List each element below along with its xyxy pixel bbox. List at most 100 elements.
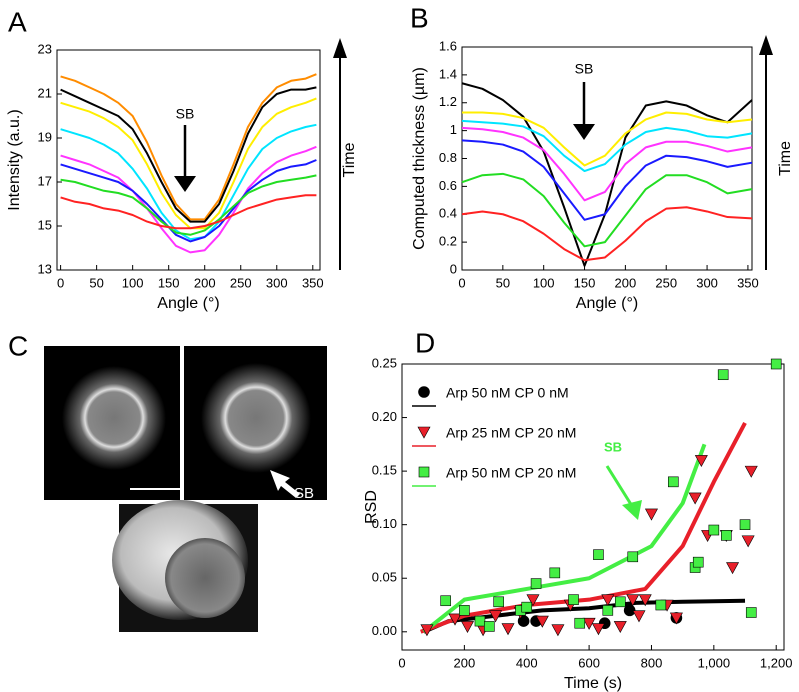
point [692, 556, 704, 568]
y-tick-label: 1.2 [439, 94, 457, 109]
y-tick-label: 0.2 [439, 234, 457, 249]
point [626, 594, 640, 607]
y-axis-label: Computed thickness (µm) [411, 67, 428, 250]
point [582, 617, 596, 630]
arrow [270, 470, 300, 498]
point [655, 599, 667, 611]
point [501, 623, 515, 636]
y-tick-label: 0.00 [372, 623, 397, 638]
arrow-head [622, 500, 642, 520]
point [535, 615, 549, 628]
x-tick-label: 0 [458, 275, 465, 290]
annotation: SB [604, 439, 622, 454]
panel-label: B [410, 2, 429, 33]
point [669, 612, 683, 625]
point [694, 455, 708, 468]
y-tick-label: 0.20 [372, 409, 397, 424]
x-axis-label: Time (s) [564, 675, 622, 692]
y-tick-label: 1.4 [439, 66, 457, 81]
chart: D 0 200 400 600 800 1,000 1,200 0.00 0.05 0.10 0.15… [363, 327, 792, 692]
point [448, 613, 462, 626]
point [744, 465, 758, 478]
legend-label: Arp 50 nM CP 0 nM [446, 385, 569, 401]
x-tick-label: 250 [655, 275, 677, 290]
line [462, 111, 753, 167]
point [601, 594, 615, 607]
line [60, 86, 317, 223]
side-label: Time [777, 141, 794, 176]
line [60, 145, 317, 254]
chart: A 0 50 100 150 200 250 300 350 13 15 17 19 21 23 Angle … [6, 6, 358, 312]
point [708, 524, 720, 536]
x-tick-label: 600 [578, 655, 600, 670]
point [574, 617, 586, 629]
x-tick-label: 150 [574, 275, 596, 290]
x-tick-label: 300 [696, 275, 718, 290]
fit-line [420, 421, 747, 634]
x-tick-label: 350 [302, 275, 324, 290]
point [644, 508, 658, 521]
point [593, 549, 604, 560]
point [770, 358, 782, 370]
arrow-head [573, 124, 595, 140]
y-tick-label: 0.8 [439, 150, 457, 165]
point [602, 605, 614, 616]
annotation: SB [294, 485, 314, 502]
x-tick-label: 300 [266, 275, 288, 290]
point [521, 601, 533, 613]
point [638, 594, 652, 607]
line [461, 126, 753, 202]
line [60, 174, 317, 236]
legend-label: Arp 50 nM CP 20 nM [446, 465, 576, 481]
y-tick-label: 0 [450, 261, 457, 276]
legend: Arp 50 nM CP 0 nM Arp 25 nM CP 20 nM Arp 5… [412, 385, 576, 487]
y-tick-label: 21 [38, 85, 52, 100]
y-axis-label: Intensity (a.u.) [6, 109, 23, 210]
x-tick-label: 400 [516, 655, 538, 670]
point [418, 466, 430, 478]
x-axis-label: Angle (°) [157, 295, 219, 312]
side-label: Time [341, 142, 358, 177]
plot-frame [461, 46, 753, 271]
point [741, 535, 755, 548]
y-tick-label: 13 [38, 261, 52, 276]
point [591, 623, 605, 636]
x-tick-label: 200 [454, 655, 476, 670]
fit-line [422, 443, 707, 634]
x-axis-label: Angle (°) [576, 295, 638, 312]
y-tick-label: 15 [38, 217, 52, 232]
point [551, 624, 565, 637]
arrow [605, 465, 634, 507]
line [60, 123, 317, 241]
point [489, 610, 503, 623]
y-axis-label: RSD [363, 490, 380, 524]
point [632, 610, 646, 623]
panel-label: D [415, 327, 435, 358]
x-tick-label: 1,000 [698, 655, 731, 670]
point [418, 386, 430, 398]
y-tick-label: 1.6 [439, 38, 457, 53]
x-tick-label: 0 [398, 655, 405, 670]
point [417, 426, 431, 439]
y-tick-label: 1 [450, 122, 457, 137]
point [721, 530, 732, 541]
x-tick-label: 200 [194, 275, 216, 290]
arrow-head [174, 176, 196, 192]
annotation: SB [575, 61, 594, 77]
y-tick-label: 23 [38, 41, 52, 56]
point [460, 621, 474, 634]
point [568, 594, 579, 605]
y-tick-label: 0.05 [372, 570, 397, 585]
y-tick-label: 19 [38, 129, 52, 144]
point [717, 369, 729, 381]
point [623, 604, 636, 617]
x-tick-label: 200 [615, 275, 637, 290]
y-tick-label: 0.6 [439, 178, 457, 193]
x-tick-label: 100 [122, 275, 144, 290]
x-tick-label: 800 [641, 655, 663, 670]
panel-label: A [8, 6, 27, 37]
point [739, 519, 751, 530]
point [549, 567, 561, 579]
point [530, 578, 542, 589]
